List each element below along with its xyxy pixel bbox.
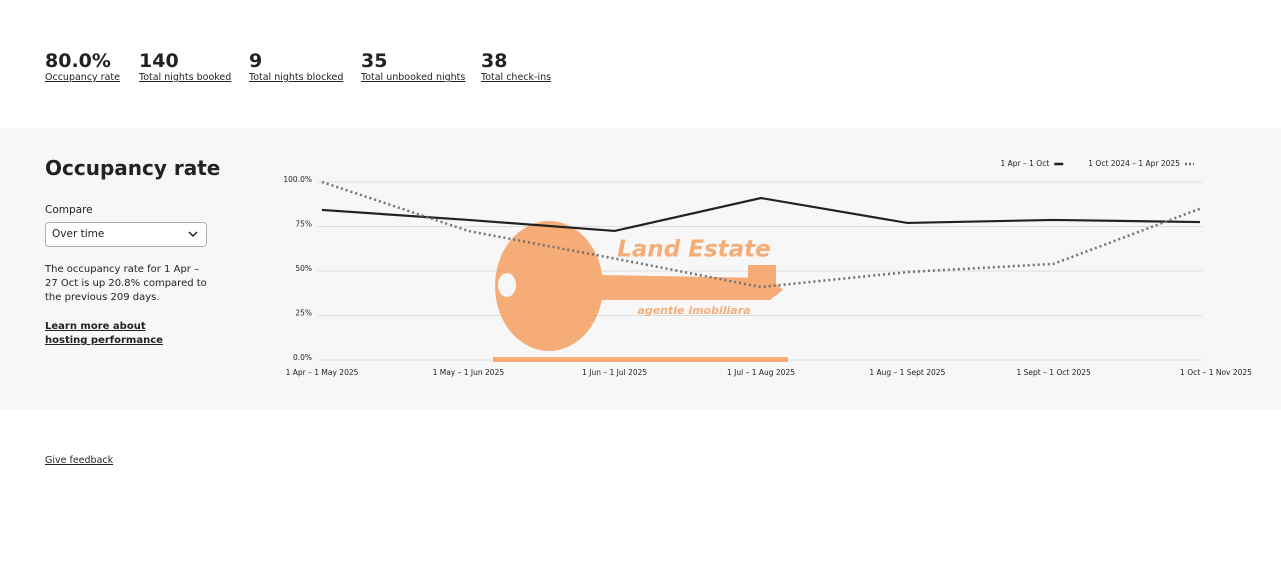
series-line xyxy=(321,196,1201,233)
x-tick-label: 1 Jul – 1 Aug 2025 xyxy=(727,368,795,377)
description: The occupancy rate for 1 Apr – 27 Oct is… xyxy=(45,264,207,303)
series-line xyxy=(321,180,1201,289)
x-tick-label: 1 Aug – 1 Sept 2025 xyxy=(869,368,945,377)
stat-value: 35 xyxy=(361,50,388,72)
y-tick-label: 0.0% xyxy=(293,353,312,362)
stat-label[interactable]: Total nights blocked xyxy=(249,72,344,83)
chevron xyxy=(188,231,198,238)
occupancy-panel xyxy=(0,128,1281,410)
stat: 9 Total nights blocked xyxy=(249,50,343,84)
x-tick-label: 1 Oct – 1 Nov 2025 xyxy=(1180,368,1252,377)
watermark-subtitle: agentie imobiliara xyxy=(637,304,750,317)
compare-select[interactable]: Over time xyxy=(45,222,207,247)
x-tick-label: 1 Sept – 1 Oct 2025 xyxy=(1016,368,1091,377)
x-tick-label: 1 Jun – 1 Jul 2025 xyxy=(582,368,647,377)
compare-value: Over time xyxy=(52,228,105,240)
legend-label: 1 Apr – 1 Oct xyxy=(1001,159,1050,168)
stat-label[interactable]: Total check-ins xyxy=(481,72,552,83)
stat-label[interactable]: Occupancy rate xyxy=(45,72,120,83)
stat-label[interactable]: Total unbooked nights xyxy=(361,72,466,83)
feedback-link[interactable]: Give feedback xyxy=(45,455,114,466)
stat-value: 9 xyxy=(249,50,263,72)
y-tick-label: 75% xyxy=(295,220,312,229)
y-tick-label: 50% xyxy=(295,264,312,273)
stat: 35 Total unbooked nights xyxy=(361,50,465,84)
stat: 38 Total check-ins xyxy=(481,50,551,84)
stat-value: 140 xyxy=(139,50,179,72)
y-tick-label: 100.0% xyxy=(283,175,312,184)
legend-label: 1 Oct 2024 – 1 Apr 2025 xyxy=(1088,159,1180,168)
watermark-title: Land Estate xyxy=(617,237,771,263)
y-tick-label: 25% xyxy=(295,309,312,318)
stat: 140 Total nights booked xyxy=(139,50,231,84)
stat-label[interactable]: Total nights booked xyxy=(139,72,232,83)
x-tick-label: 1 May – 1 Jun 2025 xyxy=(433,368,505,377)
panel-title: Occupancy rate xyxy=(45,156,221,180)
stat-value: 80.0% xyxy=(45,50,111,72)
stat: 80.0% Occupancy rate xyxy=(45,50,120,84)
watermark: Land Estate agentie imobiliara xyxy=(493,221,788,362)
compare-label: Compare xyxy=(45,204,93,216)
learn-more-link[interactable]: Learn more about hosting performance xyxy=(45,321,163,346)
stat-value: 38 xyxy=(481,50,508,72)
x-tick-label: 1 Apr – 1 May 2025 xyxy=(286,368,359,377)
